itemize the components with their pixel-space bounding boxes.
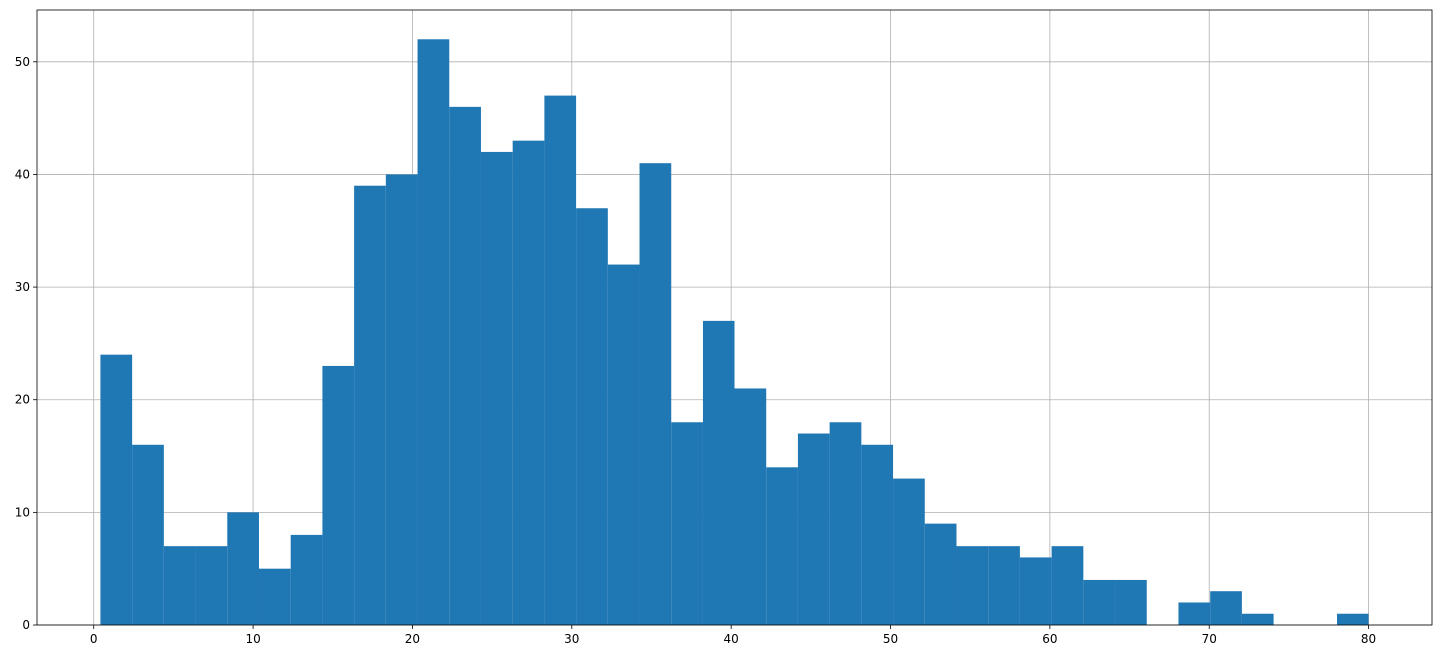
y-tick-label: 20 xyxy=(15,393,30,407)
bar xyxy=(417,39,450,626)
bar xyxy=(385,174,418,625)
bar xyxy=(1178,602,1211,625)
y-tick-label: 40 xyxy=(15,167,30,181)
y-tick-label: 30 xyxy=(15,280,30,294)
bar xyxy=(924,523,957,625)
bar xyxy=(1241,613,1274,625)
plot-frame xyxy=(36,9,1433,626)
bar xyxy=(893,478,925,625)
bar xyxy=(480,151,513,625)
y-tick-label: 50 xyxy=(15,55,30,69)
axes: 0 10 20 30 40 50 60 70 80 0 10 20 30 40 50 xyxy=(15,9,1433,646)
y-tick-label: 0 xyxy=(22,618,30,632)
x-tick-label: 40 xyxy=(724,632,739,646)
bar xyxy=(227,512,259,625)
bar xyxy=(1115,579,1147,625)
bar xyxy=(607,264,640,625)
bar xyxy=(195,546,228,625)
bar xyxy=(100,354,133,625)
bar xyxy=(322,365,355,625)
bars xyxy=(100,39,1369,626)
y-tick-label: 10 xyxy=(15,505,30,519)
bar xyxy=(956,546,989,625)
x-tick-label: 10 xyxy=(245,632,260,646)
bar xyxy=(766,467,798,625)
x-tick-label: 80 xyxy=(1361,632,1376,646)
x-tick-label: 30 xyxy=(564,632,579,646)
bar xyxy=(512,140,545,625)
bar xyxy=(1210,591,1242,625)
bar xyxy=(988,546,1020,625)
bar xyxy=(132,444,164,625)
x-tick-label: 50 xyxy=(883,632,898,646)
bar xyxy=(797,433,830,625)
bar xyxy=(258,568,291,625)
bar xyxy=(1083,579,1116,625)
x-tick-label: 70 xyxy=(1202,632,1217,646)
bar xyxy=(544,95,577,626)
bar xyxy=(1019,557,1052,625)
bar xyxy=(449,106,481,625)
bar xyxy=(576,208,608,625)
x-tick-label: 60 xyxy=(1042,632,1057,646)
x-tick-label: 0 xyxy=(90,632,98,646)
bar xyxy=(829,422,862,625)
bar xyxy=(734,388,767,625)
bar xyxy=(702,320,735,625)
bar xyxy=(290,534,323,625)
bar xyxy=(1051,546,1084,625)
bar xyxy=(163,546,196,625)
bar xyxy=(861,444,894,625)
bar xyxy=(1337,613,1369,625)
bar xyxy=(354,185,386,625)
bar xyxy=(639,163,672,625)
bar xyxy=(671,422,703,625)
x-tick-label: 20 xyxy=(405,632,420,646)
